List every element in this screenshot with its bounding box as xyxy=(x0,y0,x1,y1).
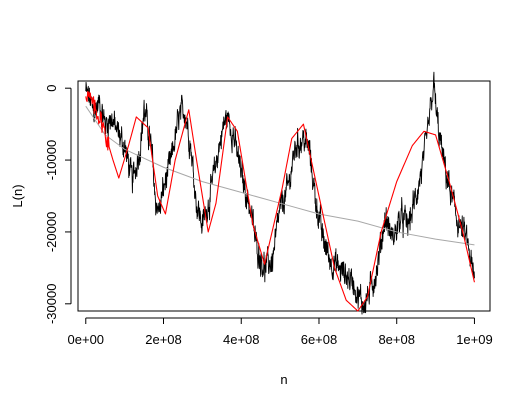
x-tick-label: 2e+08 xyxy=(145,332,182,347)
y-tick-label: 0 xyxy=(44,85,59,92)
series-line-grey-trend xyxy=(85,105,475,246)
y-axis: 0 -10000 -20000 -30000 xyxy=(44,85,72,324)
x-axis-label: n xyxy=(280,372,287,387)
y-tick-label: -10000 xyxy=(44,140,59,180)
x-tick-label: 0e+00 xyxy=(68,332,105,347)
y-axis-label: L(n) xyxy=(10,184,25,207)
x-axis: 0e+00 2e+08 4e+08 6e+08 8e+08 1e+09 xyxy=(68,317,493,347)
x-tick-label: 8e+08 xyxy=(378,332,415,347)
y-tick-label: -20000 xyxy=(44,212,59,252)
series-line-red-fit xyxy=(85,90,475,312)
y-tick-label: -30000 xyxy=(44,284,59,324)
x-tick-label: 6e+08 xyxy=(301,332,338,347)
series-line-black-noisy xyxy=(85,71,475,315)
x-tick-label: 4e+08 xyxy=(223,332,260,347)
x-tick-label: 1e+09 xyxy=(456,332,493,347)
plot-frame xyxy=(77,80,491,312)
series-layer xyxy=(85,71,475,315)
